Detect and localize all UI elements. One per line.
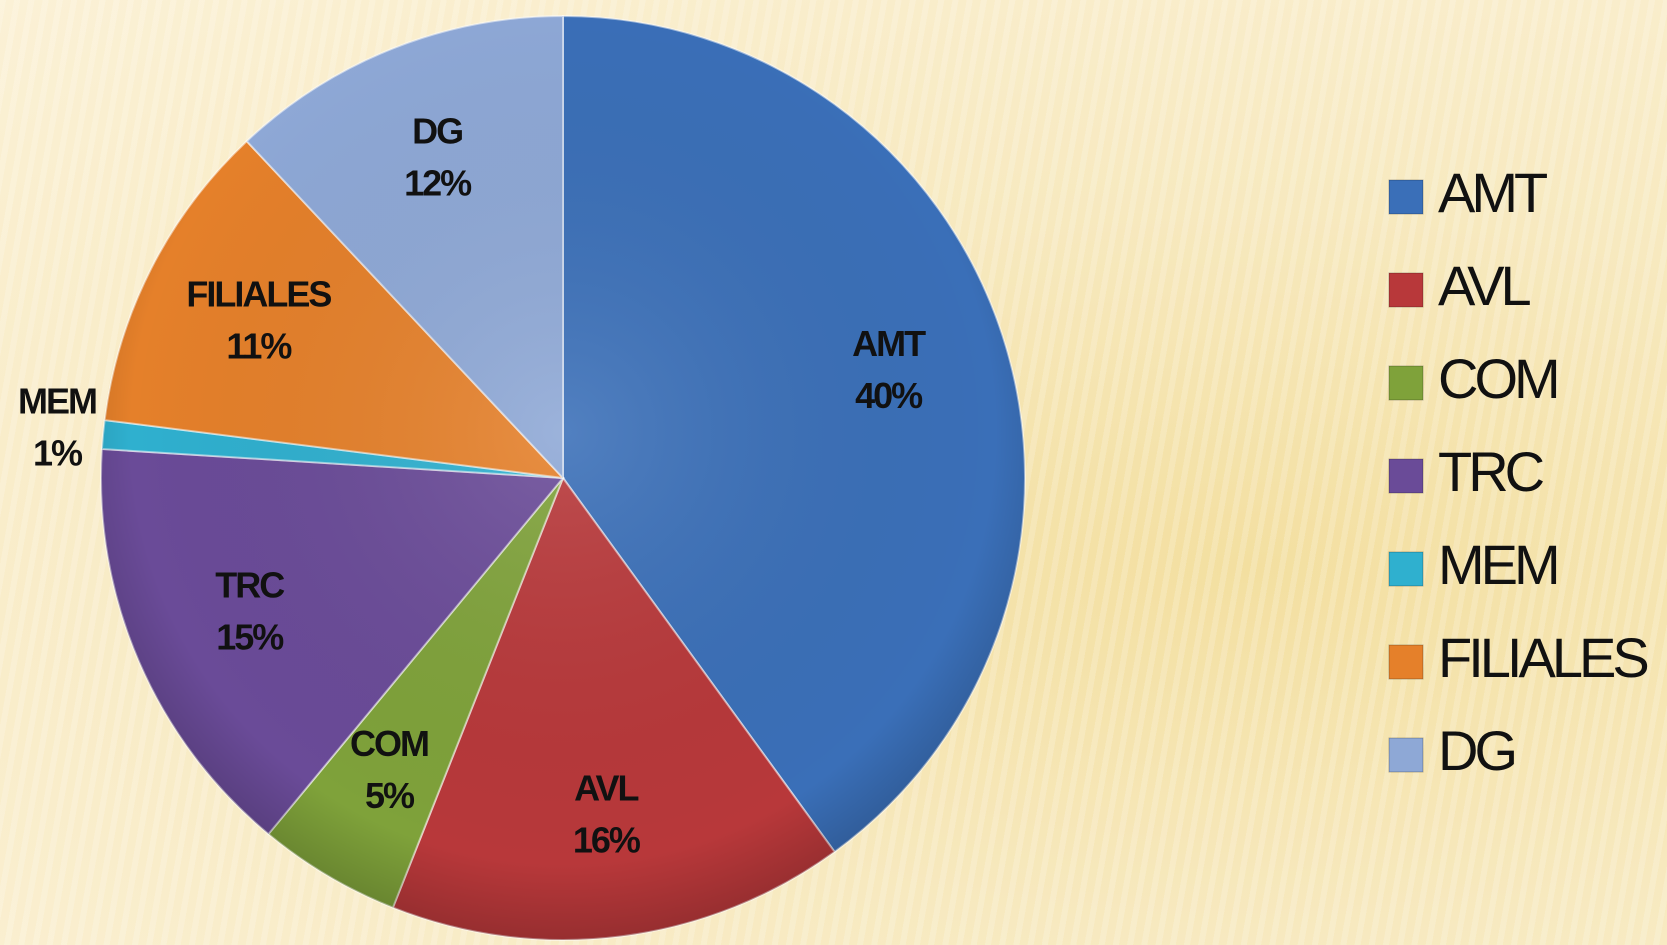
legend-label: AVL bbox=[1438, 254, 1531, 317]
data-label-value: 1% bbox=[33, 433, 83, 474]
data-label-name: MEM bbox=[18, 381, 96, 422]
data-label-name: COM bbox=[350, 723, 428, 764]
legend-label: TRC bbox=[1438, 440, 1544, 503]
legend: AMT AVL COM TRC MEM FILIALES DG bbox=[1389, 161, 1647, 782]
legend-swatch bbox=[1389, 645, 1423, 679]
legend-swatch bbox=[1389, 459, 1423, 493]
legend-swatch bbox=[1389, 366, 1423, 400]
data-label-value: 16% bbox=[573, 820, 641, 861]
data-label-name: AMT bbox=[852, 323, 926, 364]
legend-label: DG bbox=[1438, 719, 1514, 782]
pie bbox=[101, 16, 1025, 940]
legend-label: FILIALES bbox=[1438, 626, 1647, 689]
legend-swatch bbox=[1389, 273, 1423, 307]
data-label-value: 40% bbox=[855, 375, 923, 416]
data-label-value: 5% bbox=[365, 775, 415, 816]
data-label-name: FILIALES bbox=[186, 273, 331, 314]
legend-label: MEM bbox=[1438, 533, 1557, 596]
data-label-value: 12% bbox=[404, 163, 472, 204]
data-label-name: TRC bbox=[215, 564, 285, 605]
data-label-value: 15% bbox=[216, 616, 284, 657]
legend-swatch bbox=[1389, 738, 1423, 772]
legend-label: COM bbox=[1438, 347, 1557, 410]
data-label-value: 11% bbox=[226, 325, 292, 366]
legend-swatch bbox=[1389, 552, 1423, 586]
data-label-name: AVL bbox=[574, 768, 638, 809]
legend-swatch bbox=[1389, 180, 1423, 214]
chart: AMT 40% AVL 16% COM 5% TRC 15% MEM 1% FILIALES 11% D… bbox=[0, 0, 1667, 945]
legend-label: AMT bbox=[1438, 161, 1547, 224]
data-label-name: DG bbox=[412, 111, 462, 152]
